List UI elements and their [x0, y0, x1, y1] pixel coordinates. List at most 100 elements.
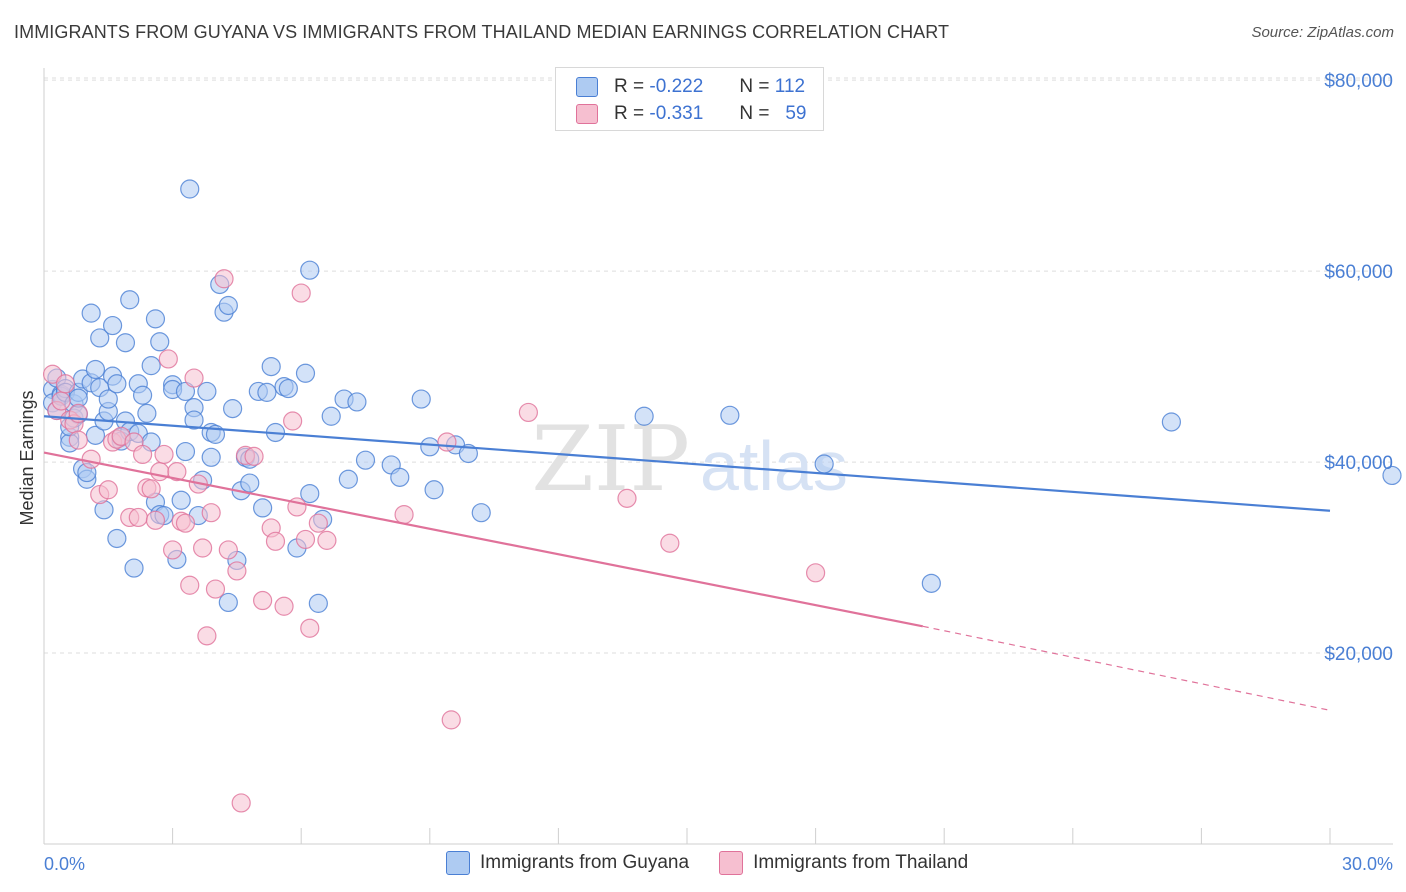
point-thailand — [227, 561, 247, 581]
point-thailand — [205, 579, 226, 599]
point-guyana — [347, 392, 367, 412]
point-guyana — [720, 405, 740, 425]
point-thailand — [308, 513, 328, 533]
point-guyana — [278, 378, 298, 399]
point-guyana — [253, 498, 273, 518]
point-guyana — [338, 469, 358, 489]
point-guyana — [411, 389, 431, 409]
point-thailand — [231, 793, 251, 813]
series-thailand-points — [42, 269, 826, 813]
legend-label-guyana: Immigrants from Guyana — [480, 852, 690, 873]
point-guyana — [814, 454, 834, 474]
point-guyana — [115, 333, 136, 353]
point-thailand — [145, 510, 166, 530]
point-guyana — [180, 179, 200, 199]
point-thailand — [68, 430, 88, 450]
point-thailand — [180, 575, 200, 595]
point-guyana — [150, 332, 170, 352]
thailand-legend-swatch — [719, 851, 744, 875]
point-guyana — [295, 363, 316, 383]
point-thailand — [150, 462, 170, 482]
point-guyana — [634, 406, 654, 426]
legend-row-guyana: R = -0.222 N = 112 — [576, 75, 805, 99]
point-thailand — [167, 462, 187, 482]
y-tick-label: $80,000 — [1324, 71, 1393, 92]
thailand-swatch — [576, 104, 598, 124]
axes — [43, 68, 1393, 845]
series-legend: Immigrants from Guyana Immigrants from T… — [446, 851, 998, 875]
guyana-legend-swatch — [446, 851, 470, 875]
point-guyana — [1161, 412, 1181, 432]
point-thailand — [441, 710, 461, 730]
y-tick-label: $40,000 — [1324, 453, 1393, 474]
r-label: R = — [614, 76, 645, 97]
r-value-guyana: -0.222 — [649, 76, 704, 97]
y-tick-label: $20,000 — [1324, 644, 1393, 665]
gridlines — [44, 77, 1393, 654]
point-thailand — [214, 269, 234, 289]
point-guyana — [1382, 465, 1402, 486]
legend-item-thailand: Immigrants from Thailand — [719, 851, 968, 875]
point-guyana — [184, 410, 204, 430]
n-value-thailand: 59 — [785, 103, 807, 124]
point-thailand — [218, 540, 238, 560]
correlation-legend: R = -0.222 N = 112 R = -0.331 N = 59 — [555, 67, 824, 131]
point-guyana — [300, 260, 320, 280]
trend-line-thailand — [43, 451, 923, 628]
point-thailand — [51, 391, 71, 411]
point-thailand — [805, 563, 826, 583]
point-guyana — [137, 403, 157, 423]
point-thailand — [437, 432, 457, 452]
legend-row-thailand: R = -0.331 N = 59 — [576, 102, 806, 126]
r-label: R = — [614, 103, 645, 124]
r-value-thailand: -0.331 — [649, 103, 704, 124]
point-thailand — [283, 411, 303, 431]
y-tick-labels: $20,000 $40,000 $60,000 $80,000 — [1324, 71, 1393, 665]
point-thailand — [132, 444, 153, 465]
point-guyana — [171, 490, 191, 510]
point-thailand — [300, 618, 320, 638]
source-label: Source: ZipAtlas.com — [1251, 24, 1394, 41]
point-thailand — [295, 529, 316, 550]
point-guyana — [175, 381, 196, 402]
point-guyana — [145, 309, 166, 329]
point-guyana — [240, 473, 260, 493]
point-thailand — [193, 538, 213, 558]
point-guyana — [355, 450, 376, 470]
point-guyana — [921, 573, 941, 593]
point-guyana — [107, 528, 127, 549]
point-guyana — [218, 295, 238, 316]
point-guyana — [424, 480, 444, 500]
series-guyana-points — [42, 179, 1402, 613]
y-axis-title: Median Earnings — [17, 390, 37, 525]
point-guyana — [132, 385, 153, 405]
x-tick-label-min: 0.0% — [44, 854, 85, 874]
point-thailand — [141, 479, 161, 499]
point-guyana — [81, 303, 101, 323]
point-guyana — [175, 441, 196, 462]
point-thailand — [617, 488, 637, 508]
point-guyana — [458, 443, 478, 464]
point-thailand — [175, 513, 196, 533]
point-thailand — [163, 540, 183, 560]
point-guyana — [124, 558, 144, 578]
point-thailand — [55, 374, 76, 394]
point-thailand — [317, 530, 337, 550]
n-value-guyana: 112 — [774, 76, 806, 97]
chart-title: IMMIGRANTS FROM GUYANA VS IMMIGRANTS FRO… — [14, 22, 950, 42]
guyana-swatch — [576, 77, 598, 97]
point-thailand — [394, 504, 414, 525]
legend-item-guyana: Immigrants from Guyana — [446, 851, 689, 875]
point-thailand — [291, 283, 311, 303]
point-thailand — [197, 626, 217, 646]
point-thailand — [42, 364, 63, 384]
point-thailand — [154, 444, 174, 465]
point-guyana — [420, 437, 440, 457]
point-thailand — [518, 402, 538, 423]
point-guyana — [390, 467, 410, 487]
trend-lines — [43, 415, 1331, 711]
point-guyana — [107, 374, 127, 394]
point-thailand — [244, 446, 264, 466]
trend-line-guyana — [43, 415, 1331, 512]
